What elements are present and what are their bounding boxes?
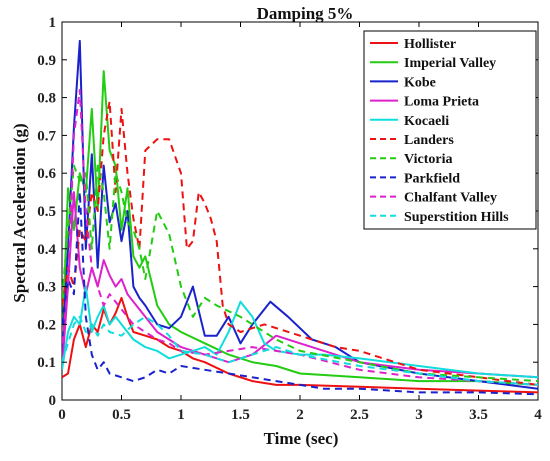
- legend-label-loma-prieta: Loma Prieta: [404, 95, 479, 110]
- x-tick-label: 2.5: [350, 407, 369, 423]
- series-line-hollister: [62, 296, 538, 394]
- legend: Hollister Imperial Valley Kobe Loma Prieta K…: [363, 30, 537, 230]
- x-tick-label: 4: [534, 407, 542, 423]
- legend-label-superstition-hills: Superstition Hills: [404, 210, 509, 225]
- x-axis-title: Time (sec): [264, 429, 339, 448]
- y-tick-label: 0.5: [37, 204, 56, 220]
- x-tick-label: 1.5: [231, 407, 250, 423]
- y-axis: 0 0.1 0.2 0.3 0.4 0.5 0.6 0.7 0.8 0.9 1: [37, 15, 538, 409]
- x-tick-label: 3.5: [469, 407, 488, 423]
- x-tick-label: 1: [177, 407, 185, 423]
- legend-label-kocaeli: Kocaeli: [404, 114, 449, 129]
- y-axis-title: Spectral Acceleration (g): [10, 123, 29, 302]
- y-tick-label: 0.8: [37, 91, 56, 107]
- series-line-kobe: [62, 39, 538, 390]
- x-tick-label: 0: [58, 407, 66, 423]
- legend-label-landers: Landers: [404, 133, 454, 148]
- series-line-imperial-valley: [62, 70, 538, 386]
- series-line-superstition-hills: [62, 315, 538, 386]
- x-tick-label: 2: [296, 407, 304, 423]
- y-tick-label: 0: [49, 393, 57, 409]
- y-tick-label: 0.2: [37, 317, 56, 333]
- series-line-victoria: [62, 164, 538, 383]
- y-tick-label: 0.6: [37, 166, 56, 182]
- x-axis: 0 0.5 1 1.5 2 2.5 3 3.5 4: [58, 22, 542, 423]
- legend-label-victoria: Victoria: [404, 152, 452, 167]
- legend-label-kobe: Kobe: [404, 75, 436, 90]
- y-tick-label: 0.4: [37, 242, 56, 258]
- legend-label-imperial-valley: Imperial Valley: [404, 56, 496, 71]
- y-tick-label: 1: [49, 15, 57, 31]
- x-tick-label: 3: [415, 407, 423, 423]
- y-tick-label: 0.7: [37, 128, 56, 144]
- series-line-parkfield: [62, 191, 538, 396]
- chart-title: Damping 5%: [257, 4, 354, 23]
- y-tick-label: 0.1: [37, 355, 56, 371]
- x-tick-label: 0.5: [112, 407, 131, 423]
- legend-label-hollister: Hollister: [404, 37, 456, 52]
- y-tick-label: 0.9: [37, 53, 56, 69]
- legend-label-parkfield: Parkfield: [404, 171, 460, 186]
- legend-label-chalfant-valley: Chalfant Valley: [404, 191, 497, 206]
- series-layer: [62, 39, 538, 396]
- y-tick-label: 0.3: [37, 280, 56, 296]
